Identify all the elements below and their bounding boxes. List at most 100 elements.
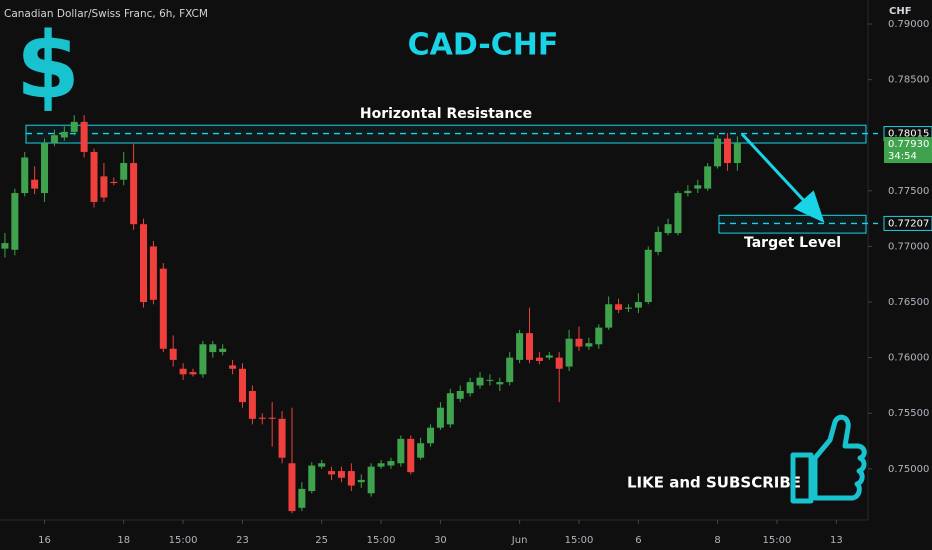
candle-body [60, 131, 68, 138]
candle-body [714, 138, 722, 167]
call-to-action: LIKE and SUBSCRIBE [627, 474, 801, 492]
thumb-hand [812, 414, 867, 501]
candle-body [328, 471, 336, 475]
candle-body [704, 166, 712, 189]
candle-body [1, 243, 9, 249]
candle-body [308, 465, 316, 492]
candle-body [298, 488, 306, 508]
candle-body [149, 246, 157, 300]
candle-body [159, 268, 167, 349]
y-tick-label: 0.79000 [888, 19, 929, 30]
candle-body [664, 224, 672, 234]
resistance-label: Horizontal Resistance [360, 106, 532, 122]
candle-body [70, 121, 78, 132]
candle-body [130, 163, 138, 225]
candle-body [219, 348, 227, 353]
x-tick-label: 6 [635, 535, 641, 546]
candle-body [733, 143, 741, 164]
candle-body [387, 461, 395, 466]
candle-body [436, 407, 444, 428]
x-tick-label: 16 [38, 535, 51, 546]
candle-body [506, 357, 514, 383]
candle-body [90, 151, 98, 202]
target-price-box [883, 215, 932, 231]
candle-body [367, 466, 375, 494]
candle-body [605, 304, 613, 328]
target-price-text: 0.77207 [888, 218, 929, 229]
candle-body [496, 382, 504, 385]
x-tick-label: 13 [830, 535, 843, 546]
y-tick-label: 0.78500 [888, 75, 929, 86]
candle-body [199, 344, 207, 375]
candle-body [238, 368, 246, 403]
candle-body [110, 181, 118, 184]
candle-body [427, 427, 435, 444]
x-tick-label: 15:00 [367, 535, 396, 546]
candle-body [120, 163, 128, 180]
candle-body [595, 327, 603, 345]
candle-body [634, 302, 642, 308]
candle-body [179, 368, 187, 375]
candle-body [535, 357, 543, 361]
candle-body [50, 135, 58, 144]
arrow-head [793, 190, 825, 223]
thumb-cuff [790, 452, 814, 504]
y-tick-label: 0.76000 [888, 353, 929, 364]
symbol-info: Canadian Dollar/Swiss Franc, 6h, FXCM [4, 8, 208, 20]
candle-body [684, 190, 692, 194]
candle-body [248, 391, 256, 419]
candle-body [31, 179, 39, 189]
currency: CHF [889, 6, 912, 17]
candle-body [407, 438, 415, 473]
candle-body [723, 138, 731, 164]
candle-body [526, 333, 534, 360]
candle-body [337, 471, 345, 478]
target-label: Target Level [744, 235, 841, 251]
candle-body [11, 193, 19, 250]
candle-body [377, 463, 385, 467]
arrow-shaft [740, 132, 810, 207]
candle-body [644, 249, 652, 303]
x-tick-label: 15:00 [763, 535, 792, 546]
x-tick-label: 23 [236, 535, 249, 546]
candle-body [575, 338, 583, 347]
candle-body [476, 377, 484, 386]
x-tick-label: 25 [315, 535, 328, 546]
logo: $ [16, 12, 80, 119]
last-price-box [884, 137, 932, 164]
candle-body [545, 355, 553, 358]
resistance-price-text: 0.78015 [888, 129, 929, 140]
candle-body [347, 471, 355, 486]
candle-body [288, 463, 296, 512]
candle-body [209, 344, 217, 353]
target-zone [718, 214, 867, 234]
candle-body [456, 391, 464, 399]
candle-body [555, 357, 563, 369]
chart-title: CAD-CHF [408, 28, 559, 63]
candle-body [21, 157, 29, 194]
candle-body [516, 333, 524, 360]
candle-body [615, 304, 623, 310]
thumbs-up-icon [790, 414, 867, 504]
candle-body [268, 417, 276, 419]
candle-body [229, 365, 237, 369]
candle-body [189, 372, 197, 375]
target-arrow [740, 132, 825, 223]
candle-body [397, 438, 405, 464]
candle-body [565, 338, 573, 367]
candle-body [357, 479, 365, 483]
candle-body [624, 307, 632, 309]
candle-body [486, 379, 494, 381]
x-tick-label: 18 [117, 535, 130, 546]
candle-body [80, 121, 88, 152]
y-tick-label: 0.75500 [888, 408, 929, 419]
candle-body [446, 393, 454, 425]
candle-body [140, 224, 148, 303]
candle-body [674, 193, 682, 234]
candle-body [169, 348, 177, 360]
countdown-text: 34:54 [888, 151, 917, 162]
x-tick-label: 15:00 [565, 535, 594, 546]
candle-body [466, 382, 474, 394]
candle-body [258, 417, 266, 419]
